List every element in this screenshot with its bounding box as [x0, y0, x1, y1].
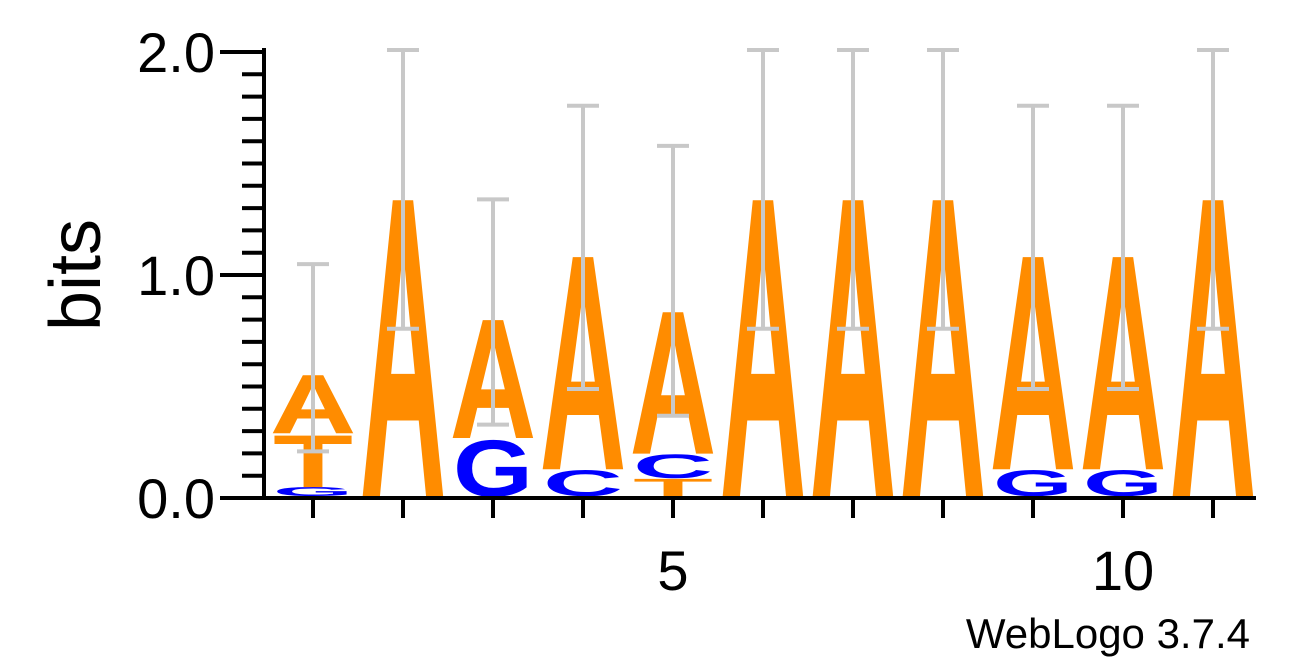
- weblogo-credit: WebLogo 3.7.4: [966, 610, 1250, 657]
- svg-text:G: G: [273, 485, 353, 499]
- y-axis-label: bits: [36, 219, 116, 331]
- y-tick-label: 1.0: [137, 244, 215, 307]
- y-ticks: 0.0 1.0 2.0: [137, 21, 264, 530]
- x-ticks: 5 10: [311, 498, 1215, 602]
- x-tick-label: 5: [657, 539, 688, 602]
- logo-letter-C: C: [633, 448, 713, 486]
- axes: 0.0 1.0 2.0 5 10 bits WebLogo 3.7.4: [36, 21, 1256, 657]
- y-tick-label: 2.0: [137, 21, 215, 84]
- logo-letter-G: G: [273, 485, 353, 499]
- x-tick-label: 10: [1092, 539, 1154, 602]
- y-tick-label: 0.0: [137, 467, 215, 530]
- error-bars-front: [297, 50, 1229, 454]
- svg-text:C: C: [633, 448, 713, 486]
